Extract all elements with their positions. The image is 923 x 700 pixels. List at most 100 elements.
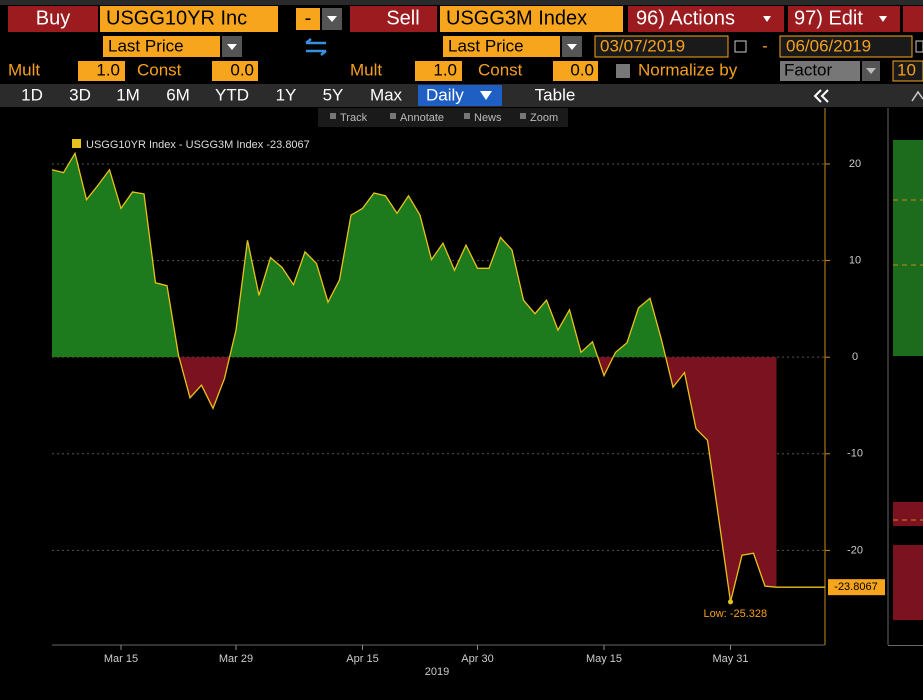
negative-area — [52, 357, 777, 602]
actions-label: 96) Actions — [636, 7, 735, 29]
tool-bar — [318, 108, 568, 127]
field2-text: Last Price — [448, 36, 524, 55]
x-tick-label: Mar 15 — [104, 653, 138, 665]
mult-box[interactable] — [415, 61, 462, 81]
y-tick-label: -20 — [847, 544, 863, 556]
normalize-checkbox[interactable] — [616, 64, 630, 78]
dropdown-arrow — [227, 44, 237, 50]
last-value-label: -23.8067 — [834, 581, 877, 593]
mult-label: Mult — [8, 60, 40, 79]
x-tick-label: Apr 15 — [346, 653, 378, 665]
legend-swatch — [72, 139, 81, 148]
security2-field[interactable] — [440, 6, 623, 32]
x-tick-label: May 15 — [586, 653, 622, 665]
tool-button[interactable]: News — [474, 112, 502, 124]
frequency: Daily — [426, 85, 464, 104]
start-date-box[interactable] — [594, 35, 729, 58]
side-panel-area — [893, 140, 923, 356]
last-value-box — [828, 579, 885, 596]
tool-button[interactable]: Zoom — [530, 112, 558, 124]
low-marker — [728, 599, 733, 605]
const-label: Const — [137, 60, 182, 79]
mult-label: Mult — [350, 60, 382, 79]
actions-menu[interactable] — [628, 6, 784, 32]
security2-text: USGG3M Index — [446, 7, 587, 29]
legend-series-name: USGG10YR Index - USGG3M Index — [86, 139, 264, 151]
tool-icon — [520, 113, 526, 119]
y-tick-label: 0 — [852, 351, 858, 363]
sell-label: Sell — [386, 7, 419, 29]
end-date-box[interactable] — [779, 35, 913, 58]
side-panel-area — [893, 545, 923, 620]
sell-button[interactable] — [350, 6, 437, 32]
dropdown-arrow — [763, 16, 771, 22]
period-button[interactable]: 3D — [69, 85, 91, 104]
period-button[interactable]: 1D — [21, 85, 43, 104]
security1-text: USGG10YR Inc — [106, 7, 247, 29]
buy-button[interactable] — [8, 6, 98, 32]
tool-button[interactable]: Track — [340, 112, 368, 124]
chart-icon[interactable] — [911, 90, 923, 102]
side-panel-axis — [888, 645, 923, 646]
period-button[interactable]: Max — [370, 85, 403, 104]
buy-label: Buy — [36, 7, 70, 29]
operator-field[interactable] — [296, 8, 320, 30]
dropdown-arrow — [327, 16, 337, 22]
top-strip — [0, 0, 923, 5]
edit-label: 97) Edit — [794, 7, 863, 29]
mult-box[interactable] — [78, 61, 125, 81]
tool-icon — [464, 113, 470, 119]
low-annotation: Low: -25.328 — [704, 608, 768, 620]
x-tick-label: Apr 30 — [461, 653, 493, 665]
mult-value: 1.0 — [433, 60, 457, 79]
y-tick-label: 20 — [849, 158, 861, 170]
x-tick-label: Mar 29 — [219, 653, 253, 665]
normalize-value: Factor — [784, 60, 833, 79]
field2-box[interactable] — [443, 36, 560, 57]
period-button[interactable]: YTD — [215, 85, 249, 104]
y-tick-label: -10 — [847, 448, 863, 460]
swap-icon[interactable] — [305, 38, 327, 56]
const-value: 0.0 — [570, 60, 594, 79]
dropdown-arrow — [879, 16, 887, 22]
legend-last-value: -23.8067 — [266, 139, 309, 151]
normalize-box[interactable] — [780, 61, 860, 81]
calendar-icon[interactable] — [915, 40, 923, 53]
extra-box[interactable] — [892, 60, 923, 82]
series-line — [51, 151, 777, 603]
mult-value: 1.0 — [96, 60, 120, 79]
security1-field[interactable] — [100, 6, 278, 32]
const-box[interactable] — [553, 61, 598, 81]
tool-icon — [330, 113, 336, 119]
collapse-icon[interactable] — [813, 89, 829, 103]
start-date: 03/07/2019 — [600, 36, 685, 55]
period-button[interactable]: 1Y — [276, 85, 297, 104]
frequency-box[interactable] — [418, 85, 502, 106]
positive-area — [52, 153, 666, 358]
normalize-label: Normalize by — [638, 60, 738, 79]
tool-icon — [390, 113, 396, 119]
dropdown-arrow — [480, 91, 492, 100]
period-button[interactable]: 6M — [166, 85, 190, 104]
normalize-extra: 10 — [897, 60, 916, 79]
y-tick-label: 10 — [849, 254, 861, 266]
const-value: 0.0 — [230, 60, 254, 79]
side-panel-area — [893, 502, 923, 526]
table-button[interactable]: Table — [535, 85, 576, 104]
period-button[interactable]: 5Y — [323, 85, 344, 104]
legend-text: USGG10YR Index - USGG3M Index -23.8067 — [86, 139, 310, 151]
dropdown-arrow — [866, 68, 876, 74]
const-box[interactable] — [212, 61, 258, 81]
x-tick-label: May 31 — [712, 653, 748, 665]
field1-box[interactable] — [103, 36, 220, 57]
end-date: 06/06/2019 — [786, 36, 871, 55]
calendar-icon[interactable] — [734, 40, 747, 53]
tool-button[interactable]: Annotate — [400, 112, 444, 124]
period-button[interactable]: 1M — [116, 85, 140, 104]
dropdown-arrow — [567, 44, 577, 50]
menu-cut — [903, 6, 923, 32]
operator-text: - — [305, 7, 312, 29]
low-value: -25.328 — [730, 608, 767, 620]
x-axis-label: 2019 — [425, 666, 449, 678]
